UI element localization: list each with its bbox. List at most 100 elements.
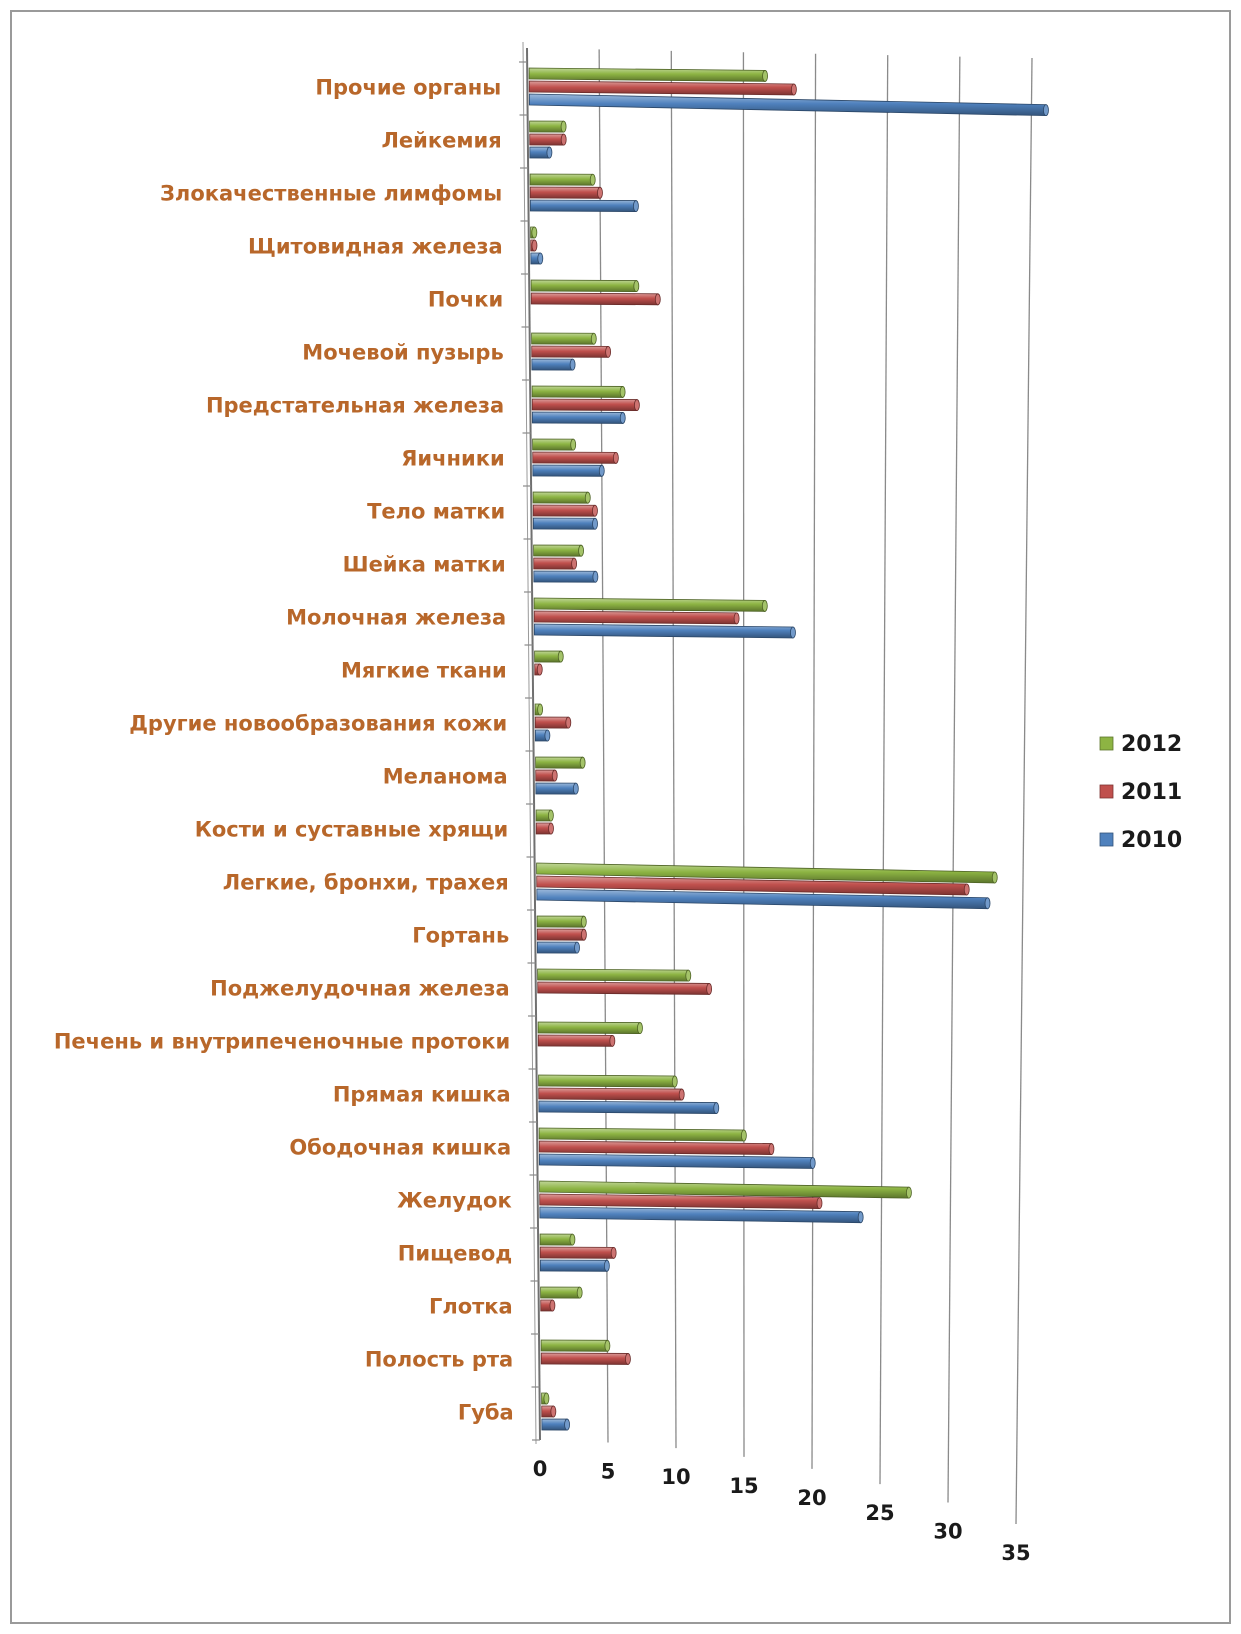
bar-cap-2010-9	[592, 517, 598, 530]
bar-cap-2011-3	[597, 186, 603, 199]
gridline-0	[526, 47, 541, 1441]
bar-2010-11	[533, 623, 794, 639]
bar-2010-8	[532, 464, 603, 477]
legend-label-2011: 2011	[1121, 780, 1182, 805]
bar-2010-9	[532, 517, 596, 530]
category-label: Прямая кишка	[333, 1083, 511, 1107]
bar-cap-2011-9	[592, 504, 598, 517]
bar-2011-5	[530, 292, 659, 306]
bar-cap-2011-2	[560, 133, 567, 146]
bar-2010-6	[531, 358, 573, 371]
bar-cap-2012-11	[761, 600, 768, 612]
bar-2011-18	[537, 981, 710, 995]
x-axis-ticks: 0 5 10 15 20 25 30 35	[533, 1457, 1031, 1565]
bar-cap-2012-3	[589, 173, 596, 186]
bar-cap-2012-9	[584, 491, 591, 504]
bar-2011-3	[529, 186, 601, 199]
bar-2010-3	[529, 199, 637, 212]
bar-2011-9	[532, 504, 596, 517]
bar-cap-2010-2	[546, 146, 553, 159]
bar-cap-2010-7	[619, 412, 626, 424]
bar-cap-2012-8	[570, 438, 577, 451]
bar-2012-24	[540, 1286, 581, 1299]
bar-cap-2012-5	[633, 280, 640, 292]
bar-cap-2011-12	[536, 663, 543, 676]
bar-cap-2010-16	[984, 897, 991, 910]
bar-cap-2012-24	[576, 1286, 583, 1299]
bar-cap-2012-14	[579, 756, 586, 769]
bar-2012-1	[528, 67, 766, 82]
bar-cap-2012-2	[560, 120, 567, 133]
x-tick-label: 25	[865, 1501, 894, 1525]
bar-2010-7	[531, 411, 624, 424]
bar-cap-2010-6	[569, 358, 576, 371]
bar-cap-2012-1	[762, 70, 768, 82]
category-label: Меланома	[383, 765, 508, 789]
bar-2012-3	[529, 173, 594, 186]
bar-cap-2011-8	[612, 451, 619, 464]
x-tick-label: 20	[797, 1486, 826, 1510]
bar-2011-6	[531, 345, 609, 358]
bar-2011-23	[539, 1246, 615, 1259]
category-labels: Прочие органы Лейкемия Злокачественные лим…	[54, 76, 514, 1425]
bar-2010-17	[536, 941, 578, 954]
gridline-30	[947, 56, 961, 1503]
category-label: Легкие, бронхи, трахея	[223, 871, 509, 895]
bar-cap-2012-19	[637, 1022, 643, 1034]
x-tick-label: 15	[729, 1474, 758, 1498]
bar-cap-2012-13	[537, 703, 544, 716]
category-label: Печень и внутрипеченочные протоки	[54, 1030, 510, 1054]
bar-cap-2012-16	[991, 871, 998, 884]
bar-cap-2010-8	[598, 464, 605, 477]
bar-cap-2010-4	[537, 252, 544, 265]
bar-2010-21	[538, 1153, 814, 1169]
legend-swatch-2010	[1099, 832, 1114, 847]
category-label: Злокачественные лимфомы	[160, 182, 502, 206]
bar-cap-2011-13	[565, 716, 572, 729]
category-label: Лейкемия	[381, 129, 501, 153]
bar-2012-25	[540, 1339, 608, 1352]
bar-2011-13	[534, 716, 569, 729]
category-label: Прочие органы	[315, 76, 501, 100]
bar-2012-18	[537, 968, 689, 982]
bar-2012-20	[538, 1074, 676, 1088]
bar-cap-2011-5	[654, 293, 661, 306]
category-label: Другие новообразования кожи	[129, 712, 507, 736]
bar-2012-9	[532, 491, 589, 504]
bar-cap-2012-18	[685, 969, 692, 982]
bar-cap-2012-20	[671, 1075, 678, 1088]
bar-2012-5	[530, 279, 637, 292]
bar-2011-7	[531, 398, 638, 411]
bar-cap-2011-15	[548, 822, 554, 835]
bar-cap-2011-17	[580, 928, 587, 941]
category-label: Желудок	[397, 1189, 512, 1213]
bar-2010-2	[529, 146, 550, 159]
bar-cap-2011-24	[549, 1299, 556, 1312]
category-label: Поджелудочная железа	[210, 977, 510, 1001]
bar-2011-11	[533, 610, 738, 625]
bar-cap-2010-3	[633, 200, 639, 212]
gridline-5	[598, 49, 609, 1443]
gridline-15	[742, 52, 745, 1457]
category-label: Губа	[458, 1401, 514, 1425]
bar-cap-2011-16	[963, 883, 970, 896]
bar-2010-23	[539, 1259, 608, 1272]
gridline-10	[670, 50, 677, 1449]
bar-cap-2011-11	[733, 612, 740, 625]
bar-2012-21	[538, 1127, 745, 1142]
bar-2011-20	[538, 1087, 683, 1101]
bar-cap-2010-10	[592, 570, 599, 583]
bar-cap-2011-7	[634, 399, 640, 411]
x-tick-label: 35	[1001, 1541, 1030, 1565]
bar-cap-2011-26	[550, 1405, 557, 1418]
bar-cap-2010-17	[574, 941, 580, 954]
category-label: Полость рта	[365, 1348, 513, 1372]
category-label: Кости и суставные хрящи	[195, 818, 509, 842]
category-label: Ободочная кишка	[289, 1136, 511, 1160]
bar-cap-2011-1	[790, 83, 797, 96]
gridline-20	[811, 53, 817, 1469]
bar-cap-2011-14	[551, 769, 558, 782]
gridline-25	[879, 55, 889, 1485]
bar-2010-10	[533, 570, 596, 583]
